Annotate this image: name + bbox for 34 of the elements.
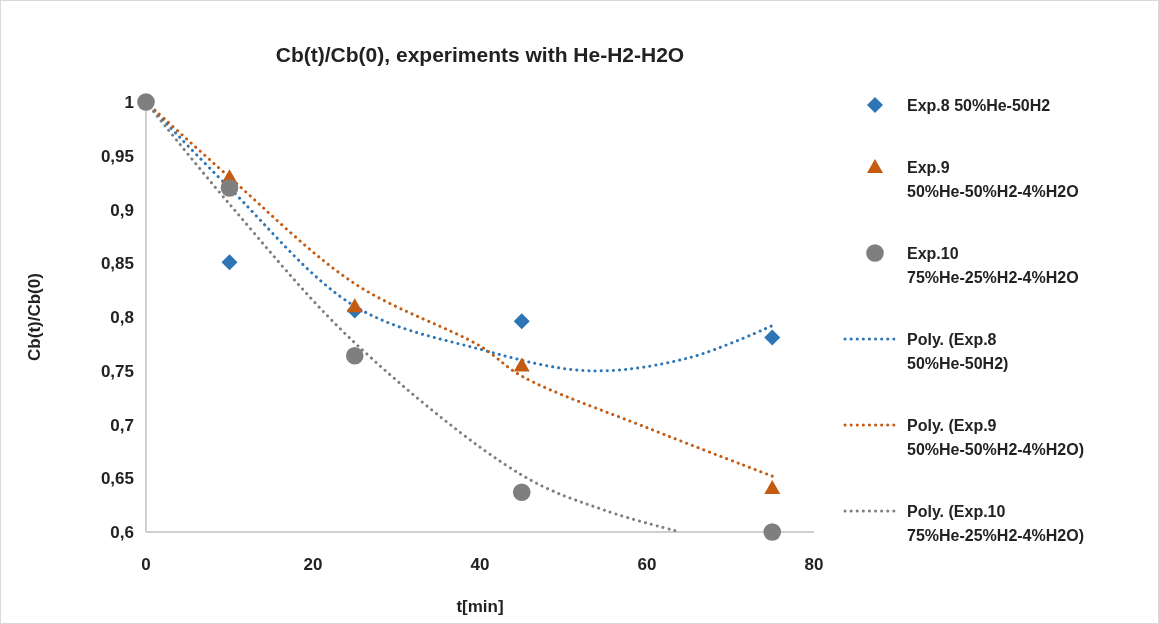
y-tick-label: 0,85 xyxy=(100,254,134,274)
point xyxy=(763,523,782,541)
x-axis-title: t[min] xyxy=(456,597,504,616)
chart-title: Cb(t)/Cb(0), experiments with He-H2-H2O xyxy=(275,43,685,66)
y-tick-label: 0,7 xyxy=(110,415,134,435)
x-tick-label: 0 xyxy=(141,555,151,574)
point xyxy=(220,179,239,197)
x-tick-label: 60 xyxy=(637,555,657,574)
y-tick-label: 0,95 xyxy=(100,146,134,166)
point xyxy=(345,346,364,365)
y-axis-title: Cb(t)/Cb(0) xyxy=(25,273,44,361)
point xyxy=(513,357,530,372)
x-tick-label: 20 xyxy=(303,555,323,574)
point xyxy=(221,254,238,271)
y-tick-label: 0,6 xyxy=(110,523,134,542)
point xyxy=(137,93,155,111)
point xyxy=(513,313,530,330)
y-tick-label: 0,75 xyxy=(100,361,134,381)
legend-label: Exp.10 75%He-25%H2-4%H2O xyxy=(907,245,1079,286)
point xyxy=(764,329,781,346)
x-tick-label: 80 xyxy=(804,555,824,574)
x-tick-label: 40 xyxy=(470,555,490,574)
legend-label: Poly. (Exp.9 50%He-50%H2-4%H2O) xyxy=(907,417,1084,458)
point xyxy=(764,479,781,494)
legend-label: Exp.8 50%He-50H2 xyxy=(907,97,1051,114)
legend-label: Exp.9 50%He-50%H2-4%H2O xyxy=(907,159,1079,200)
legend-label: Poly. (Exp.8 50%He-50H2) xyxy=(907,331,1009,372)
legend-label: Poly. (Exp.10 75%He-25%H2-4%H2O) xyxy=(907,503,1084,544)
y-tick-label: 1 xyxy=(124,93,134,112)
y-tick-label: 0,9 xyxy=(110,200,134,220)
y-tick-label: 0,65 xyxy=(100,469,134,489)
y-tick-label: 0,8 xyxy=(110,308,134,327)
point xyxy=(346,298,363,313)
point xyxy=(512,483,531,502)
